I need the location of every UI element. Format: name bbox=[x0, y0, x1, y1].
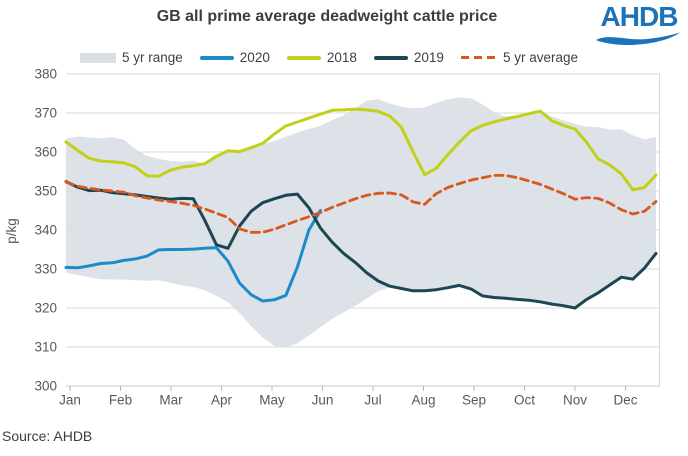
x-tick-label-May: May bbox=[259, 393, 285, 408]
legend-item-5yr-range: 5 yr range bbox=[80, 50, 183, 65]
legend-label-5yr-average: 5 yr average bbox=[502, 50, 578, 65]
legend-label-2020: 2020 bbox=[239, 50, 270, 65]
legend-swatch-2020 bbox=[199, 55, 234, 60]
y-tick-label-300: 300 bbox=[34, 379, 57, 394]
y-tick-label-380: 380 bbox=[34, 67, 57, 82]
legend-label-5yr-range: 5 yr range bbox=[122, 50, 183, 65]
x-tick-label-Oct: Oct bbox=[514, 393, 535, 408]
legend-item-5yr-average: 5 yr average bbox=[460, 50, 578, 65]
x-tick-label-Jul: Jul bbox=[364, 393, 381, 408]
x-tick-label-Sep: Sep bbox=[462, 393, 486, 408]
y-tick-label-350: 350 bbox=[34, 184, 57, 199]
x-tick-label-Jun: Jun bbox=[312, 393, 334, 408]
range-band bbox=[66, 97, 656, 348]
ahdb-logo-wave-icon bbox=[596, 32, 680, 45]
x-tick-label-Dec: Dec bbox=[613, 393, 637, 408]
series-line-2020 bbox=[64, 209, 322, 303]
series-line-2018 bbox=[64, 107, 658, 192]
legend: 5 yr range 2020 2018 2019 5 yr average bbox=[80, 50, 578, 65]
source-note: Source: AHDB bbox=[2, 428, 93, 444]
legend-swatch-2019 bbox=[373, 55, 408, 60]
legend-item-2020: 2020 bbox=[199, 50, 270, 65]
y-tick-label-330: 330 bbox=[34, 262, 57, 277]
y-tick-label-310: 310 bbox=[34, 340, 57, 355]
x-tick-label-Nov: Nov bbox=[563, 393, 587, 408]
x-tick-label-Apr: Apr bbox=[211, 393, 233, 408]
legend-label-2019: 2019 bbox=[413, 50, 444, 65]
y-tick-label-320: 320 bbox=[34, 301, 57, 316]
y-axis-label: p/kg bbox=[4, 218, 19, 244]
legend-swatch-5yr-range bbox=[80, 52, 116, 63]
x-tick-label-Feb: Feb bbox=[109, 393, 132, 408]
legend-swatch-5yr-average bbox=[460, 55, 497, 60]
legend-label-2018: 2018 bbox=[326, 50, 357, 65]
x-tick-label-Jan: Jan bbox=[59, 393, 81, 408]
ahdb-logo: AHDB bbox=[595, 3, 683, 46]
series-line-2019 bbox=[64, 180, 658, 310]
y-tick-label-370: 370 bbox=[34, 106, 57, 121]
chart-title: GB all prime average deadweight cattle p… bbox=[156, 8, 498, 25]
legend-swatch-2018 bbox=[286, 55, 321, 60]
legend-item-2018: 2018 bbox=[286, 50, 357, 65]
ahdb-logo-text: AHDB bbox=[600, 1, 679, 32]
y-tick-label-340: 340 bbox=[34, 223, 57, 238]
x-tick-label-Mar: Mar bbox=[159, 393, 183, 408]
y-tick-label-360: 360 bbox=[34, 145, 57, 160]
x-tick-label-Aug: Aug bbox=[411, 393, 435, 408]
series-line-5-yr-average bbox=[64, 173, 658, 234]
legend-item-2019: 2019 bbox=[373, 50, 444, 65]
